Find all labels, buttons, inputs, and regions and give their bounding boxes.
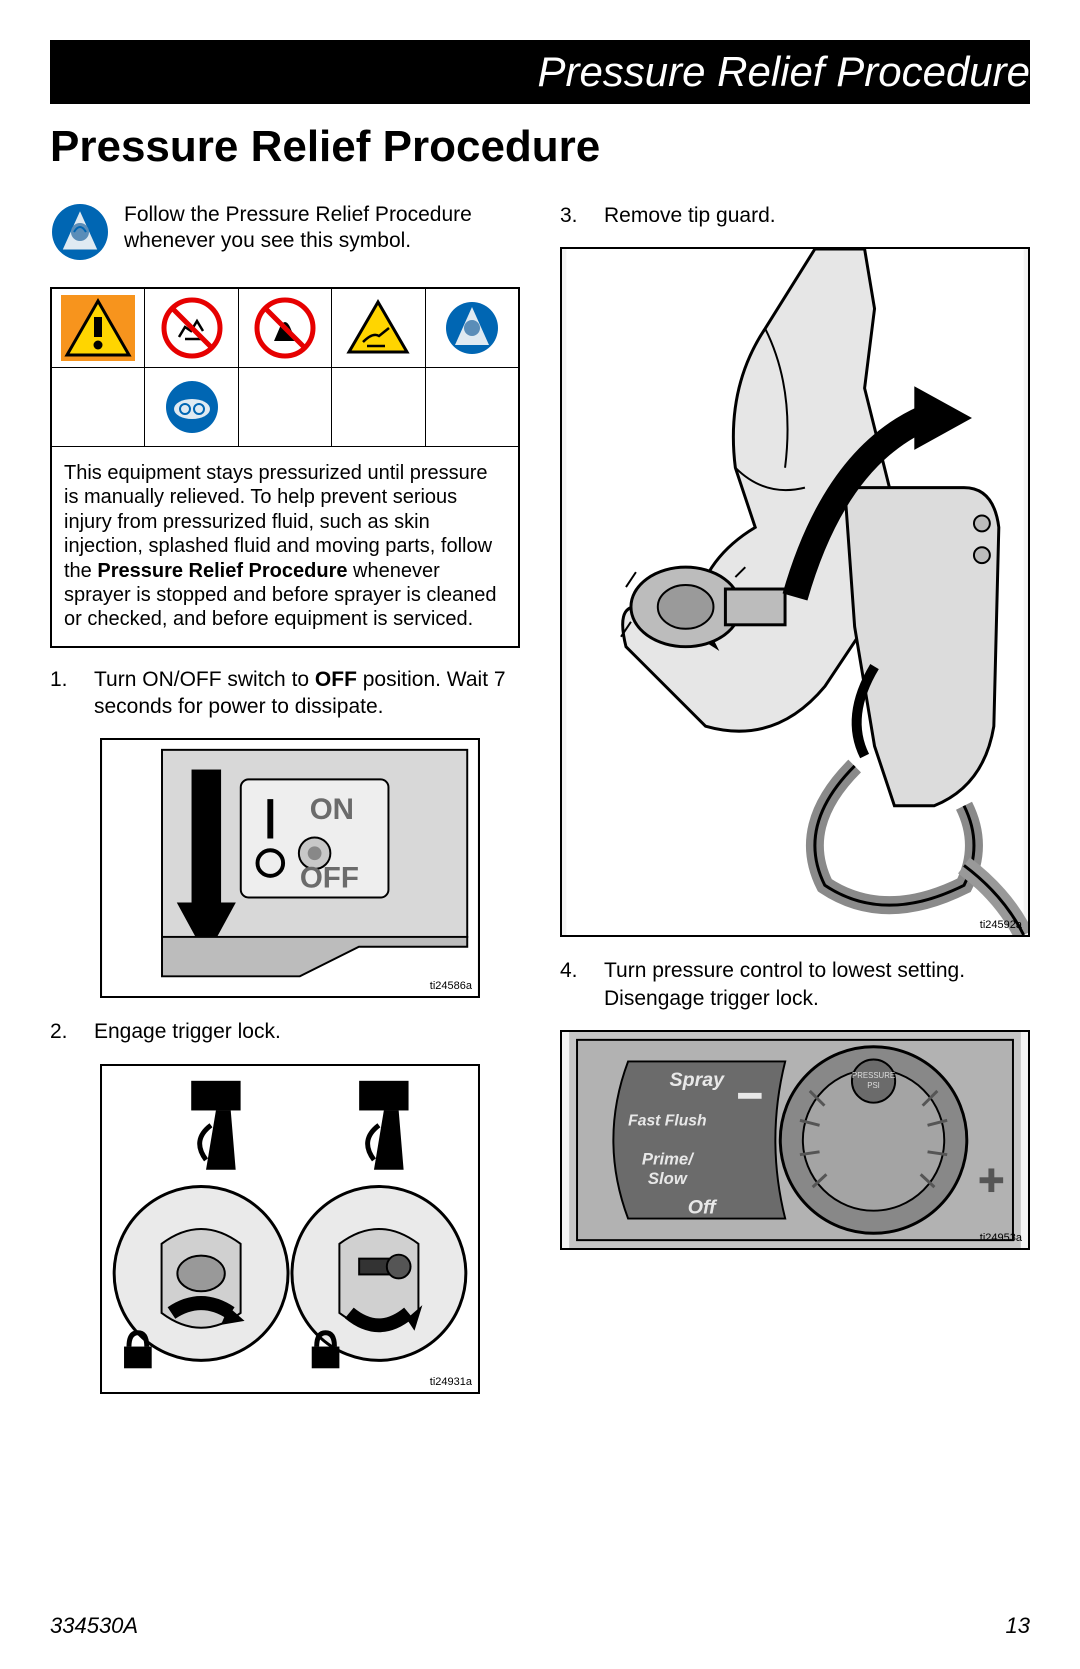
illustration-3: ti24592a — [560, 247, 1030, 937]
wear-goggles-icon — [145, 368, 238, 446]
step-4: 4. Turn pressure control to lowest setti… — [560, 957, 1030, 1012]
pressure-symbol-small-icon — [426, 289, 518, 367]
warning-text-bold: Pressure Relief Procedure — [97, 560, 347, 582]
svg-text:Fast Flush: Fast Flush — [628, 1112, 706, 1129]
warning-box: This equipment stays pressurized until p… — [50, 287, 520, 648]
header-title: Pressure Relief Procedure — [537, 48, 1030, 95]
no-hand-in-spray-icon — [145, 289, 238, 367]
step-3-num: 3. — [560, 202, 584, 229]
warning-alert-icon — [52, 289, 145, 367]
illustration-4: Spray Fast Flush Prime/ Slow Off PRESSUR… — [560, 1030, 1030, 1250]
intro-row: Follow the Pressure Relief Procedure whe… — [50, 202, 520, 267]
empty-cell-2 — [239, 368, 332, 446]
illus-1-label: ti24586a — [430, 980, 472, 992]
svg-text:Spray: Spray — [670, 1069, 726, 1091]
right-column: 3. Remove tip guard. — [560, 202, 1030, 1414]
svg-text:Prime/: Prime/ — [642, 1149, 695, 1168]
content-columns: Follow the Pressure Relief Procedure whe… — [50, 202, 1030, 1414]
intro-text: Follow the Pressure Relief Procedure whe… — [124, 202, 520, 267]
pressure-relief-symbol-icon — [50, 202, 110, 267]
illustration-1: ON OFF ti24586a — [100, 738, 480, 998]
illus-2-label: ti24931a — [430, 1376, 472, 1388]
step-1: 1. Turn ON/OFF switch to OFF position. W… — [50, 666, 520, 721]
step-2-num: 2. — [50, 1018, 74, 1045]
doc-number: 334530A — [50, 1613, 138, 1639]
warning-text: This equipment stays pressurized until p… — [52, 447, 518, 646]
svg-text:Slow: Slow — [648, 1169, 688, 1188]
empty-cell-3 — [332, 368, 425, 446]
svg-text:Off: Off — [688, 1197, 718, 1219]
step-4-num: 4. — [560, 957, 584, 1012]
empty-cell-4 — [426, 368, 518, 446]
illus-4-label: ti24953a — [980, 1232, 1022, 1244]
on-label: ON — [310, 793, 354, 826]
step-2-text: Engage trigger lock. — [94, 1018, 281, 1045]
step-3-text: Remove tip guard. — [604, 202, 776, 229]
page-number: 13 — [1006, 1613, 1030, 1639]
step-4-text: Turn pressure control to lowest setting.… — [604, 957, 1030, 1012]
injection-hazard-icon — [332, 289, 425, 367]
illustration-2: ti24931a — [100, 1064, 480, 1394]
step-1-num: 1. — [50, 666, 74, 721]
warning-icons-row-2 — [52, 368, 518, 447]
warning-icons-row-1 — [52, 289, 518, 368]
step-1-text: Turn ON/OFF switch to OFF position. Wait… — [94, 666, 520, 721]
illus-3-label: ti24592a — [980, 919, 1022, 931]
empty-cell-1 — [52, 368, 145, 446]
step-2: 2. Engage trigger lock. — [50, 1018, 520, 1045]
off-label: OFF — [300, 862, 359, 895]
page-title: Pressure Relief Procedure — [50, 122, 1030, 172]
footer: 334530A 13 — [50, 1613, 1030, 1639]
left-column: Follow the Pressure Relief Procedure whe… — [50, 202, 520, 1414]
svg-text:PRESSURE: PRESSURE — [852, 1071, 895, 1080]
no-open-flame-icon — [239, 289, 332, 367]
header-bar: Pressure Relief Procedure — [50, 40, 1030, 104]
svg-text:PSI: PSI — [867, 1081, 880, 1090]
step-3: 3. Remove tip guard. — [560, 202, 1030, 229]
